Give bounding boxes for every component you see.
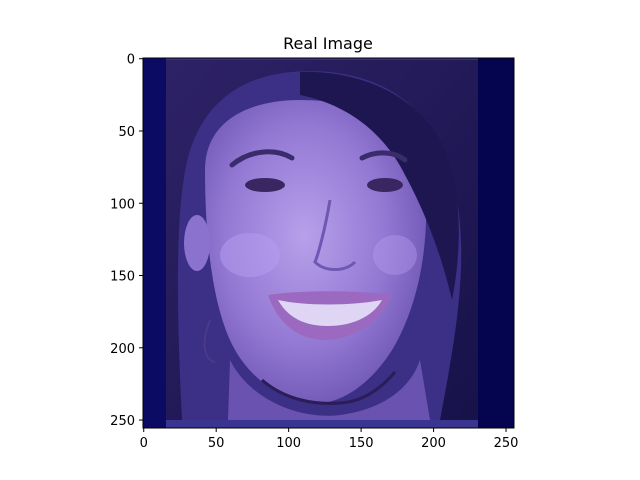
y-tick-label: 250 [110,414,135,429]
x-tick-label: 150 [349,436,374,451]
y-tick-label: 100 [110,197,135,212]
axes-frame [142,57,515,429]
y-tick-label: 0 [127,53,135,68]
hair-fringe [300,71,459,300]
x-tick-label: 50 [208,436,225,451]
x-tick-label: 100 [276,436,301,451]
hair [166,60,478,420]
face [205,100,427,404]
right-eye [367,178,403,192]
y-tick-label: 200 [110,342,135,357]
face-photo [143,58,514,428]
left-eye [245,178,285,192]
chin-line [261,371,397,405]
earring [203,319,216,363]
right-cheek [373,235,417,275]
left-band [143,58,166,428]
y-tick-label: 50 [118,125,135,140]
plot-title: Real Image [283,34,373,53]
x-axis-ticks: 0 50 100 150 200 250 [140,428,519,451]
right-band [478,58,514,428]
bottom-strip [166,420,478,428]
x-tick-label: 250 [494,436,519,451]
x-tick-label: 200 [421,436,446,451]
right-eyebrow [359,150,408,163]
ear [184,215,210,271]
teeth [278,300,382,326]
x-tick-label: 0 [140,436,148,451]
neck [228,360,430,420]
y-axis-ticks: 0 50 100 150 200 250 [110,53,143,429]
y-tick-label: 150 [110,270,135,285]
nose [313,199,357,271]
left-eyebrow [229,149,295,168]
left-cheek [220,233,280,277]
